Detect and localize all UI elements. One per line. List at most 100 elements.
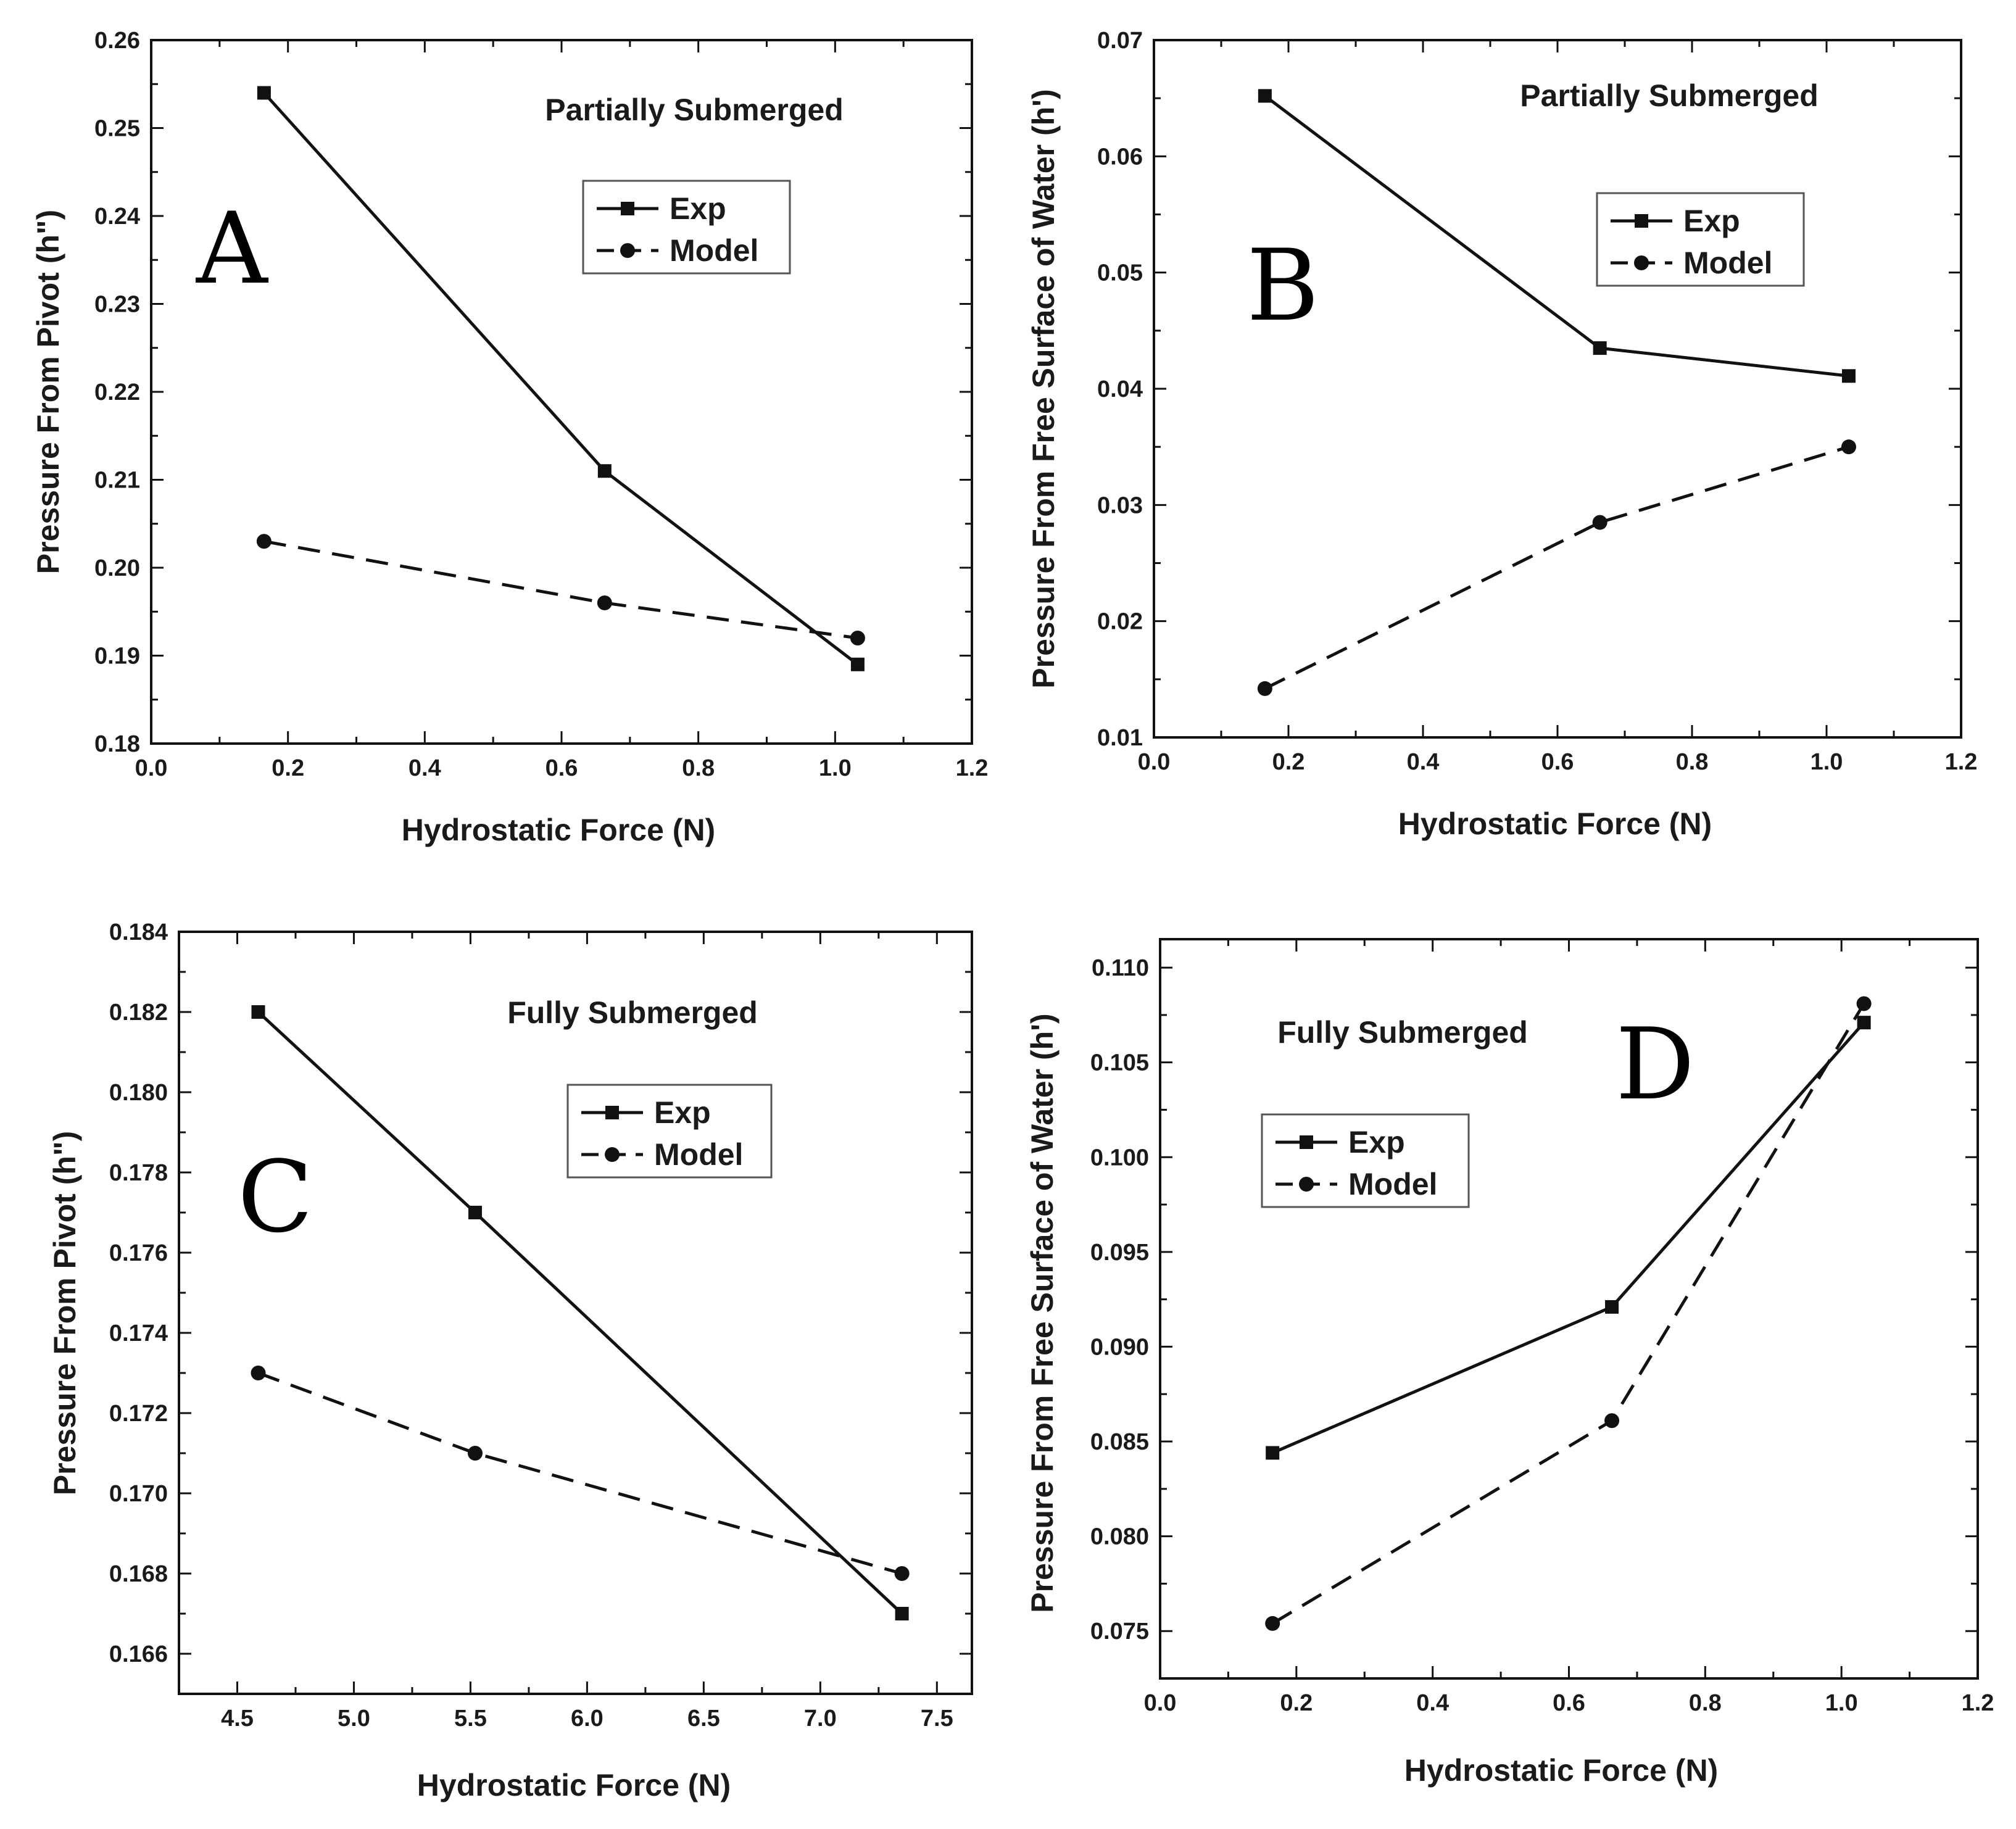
y-tick-label: 0.182 [109, 1000, 168, 1026]
plot-frame [178, 931, 973, 1695]
y-tick-label: 0.18 [94, 731, 140, 757]
chart-panel-a: 0.0 0.2 0.4 0.6 0.8 1.0 1.2 0.18 0.19 0.20 0.21 0.2… [31, 28, 988, 847]
legend-marker-model [1634, 255, 1649, 270]
chart-panel-c: 4.5 5.0 5.5 6.0 6.5 7.0 7.5 0.166 0.168 0.170 0.17… [48, 919, 973, 1802]
x-tick-label: 1.0 [1811, 749, 1843, 775]
x-tick-label: 6.0 [571, 1706, 604, 1732]
condition-annotation: Partially Submerged [545, 93, 844, 127]
legend-box [582, 180, 791, 275]
x-tick-label: 0.8 [1689, 1690, 1722, 1716]
y-tick-label: 0.180 [109, 1080, 168, 1106]
y-tick-label: 0.06 [1097, 144, 1143, 170]
legend-marker-exp [1300, 1135, 1313, 1149]
data-point-exp [1258, 89, 1272, 103]
x-tick-label: 4.5 [221, 1706, 254, 1732]
y-tick-label: 0.26 [94, 28, 140, 54]
plot-frame [1159, 938, 1979, 1680]
legend-box [1596, 192, 1805, 287]
data-point-model [1841, 439, 1856, 455]
legend-box [1261, 1113, 1470, 1208]
legend-label-exp: Exp [1683, 204, 1740, 238]
legend: Exp Model [1261, 1113, 1470, 1208]
y-axis-title: Pressure From Pivot (h") [31, 210, 65, 574]
y-axis-title: Pressure From Free Surface of Water (h') [1025, 1013, 1060, 1612]
legend-marker-model [605, 1147, 620, 1162]
data-point-model [1265, 1615, 1280, 1631]
legend-label-model: Model [670, 233, 758, 268]
legend-marker-model [620, 243, 635, 258]
x-axis-title: Hydrostatic Force (N) [1398, 807, 1712, 841]
x-tick-label: 0.4 [409, 755, 441, 781]
data-point-exp [850, 657, 865, 671]
x-tick-label: 0.0 [1138, 749, 1171, 775]
data-point-exp [1841, 369, 1856, 383]
x-tick-label: 1.0 [1825, 1690, 1858, 1716]
legend-marker-exp [621, 202, 634, 215]
x-tick-label: 0.2 [272, 755, 304, 781]
series-line-model [1271, 1003, 1865, 1625]
y-tick-label: 0.24 [94, 204, 140, 230]
series-line-exp [263, 91, 859, 666]
chart-panel-b: 0.0 0.2 0.4 0.6 0.8 1.0 1.2 0.01 0.02 0.03 0.04 0.0… [1026, 28, 1977, 841]
y-tick-label: 0.01 [1097, 725, 1143, 751]
data-point-exp [597, 464, 612, 478]
data-point-model [1592, 515, 1607, 530]
y-tick-label: 0.105 [1090, 1050, 1149, 1076]
series-line-model [257, 1371, 903, 1575]
y-tick-label: 0.100 [1090, 1145, 1149, 1171]
y-tick-label: 0.22 [94, 379, 140, 405]
x-tick-label: 1.2 [1945, 749, 1978, 775]
x-tick-label: 7.5 [921, 1706, 953, 1732]
x-tick-label: 5.5 [454, 1706, 487, 1732]
legend-box [566, 1084, 773, 1179]
y-tick-label: 0.178 [109, 1160, 168, 1186]
condition-annotation: Fully Submerged [1277, 1015, 1528, 1050]
x-tick-label: 7.0 [804, 1706, 837, 1732]
x-tick-label: 0.0 [1144, 1690, 1177, 1716]
x-tick-label: 0.0 [135, 755, 168, 781]
y-tick-label: 0.04 [1097, 376, 1143, 402]
y-tick-label: 0.184 [109, 919, 168, 945]
data-point-model [850, 631, 865, 645]
data-point-model [1257, 681, 1272, 696]
y-tick-label: 0.075 [1090, 1619, 1149, 1644]
data-point-model [467, 1446, 483, 1461]
plot-frame [1153, 39, 1962, 739]
x-tick-label: 1.0 [819, 755, 852, 781]
data-point-model [256, 534, 272, 549]
legend-label-exp: Exp [1348, 1125, 1405, 1159]
y-tick-label: 0.170 [109, 1481, 168, 1507]
y-tick-label: 0.20 [94, 555, 140, 581]
y-tick-label: 0.174 [109, 1321, 168, 1346]
data-point-exp [895, 1607, 909, 1620]
panel-letter: B [1247, 228, 1319, 343]
y-tick-label: 0.05 [1097, 260, 1143, 286]
legend-marker-exp [1635, 214, 1648, 228]
panel-letter: A [196, 191, 269, 306]
data-point-model [1856, 996, 1872, 1011]
chart-panel-d: 0.0 0.2 0.4 0.6 0.8 1.0 1.2 0.075 0.080 0.085 0.09… [1025, 938, 1994, 1788]
y-tick-label: 0.21 [94, 468, 140, 494]
legend-label-model: Model [1683, 246, 1772, 280]
x-tick-label: 0.8 [682, 755, 715, 781]
x-tick-label: 1.2 [1962, 1690, 1994, 1716]
x-tick-label: 0.4 [1416, 1690, 1449, 1716]
y-tick-label: 0.085 [1090, 1429, 1149, 1455]
y-tick-label: 0.19 [94, 644, 140, 670]
panel-letter: C [238, 1139, 313, 1255]
data-point-exp [251, 1005, 265, 1019]
x-tick-label: 0.8 [1676, 749, 1709, 775]
x-tick-label: 0.2 [1272, 749, 1305, 775]
y-tick-label: 0.03 [1097, 492, 1143, 518]
y-tick-label: 0.110 [1092, 955, 1149, 981]
x-tick-label: 0.6 [545, 755, 578, 781]
legend-label-exp: Exp [670, 191, 726, 226]
data-point-exp [257, 86, 271, 100]
y-tick-label: 0.07 [1097, 28, 1143, 54]
condition-annotation: Partially Submerged [1520, 78, 1819, 113]
y-tick-label: 0.23 [94, 292, 140, 318]
data-point-exp [1857, 1016, 1871, 1030]
y-tick-label: 0.25 [94, 116, 140, 142]
data-point-model [251, 1366, 266, 1380]
